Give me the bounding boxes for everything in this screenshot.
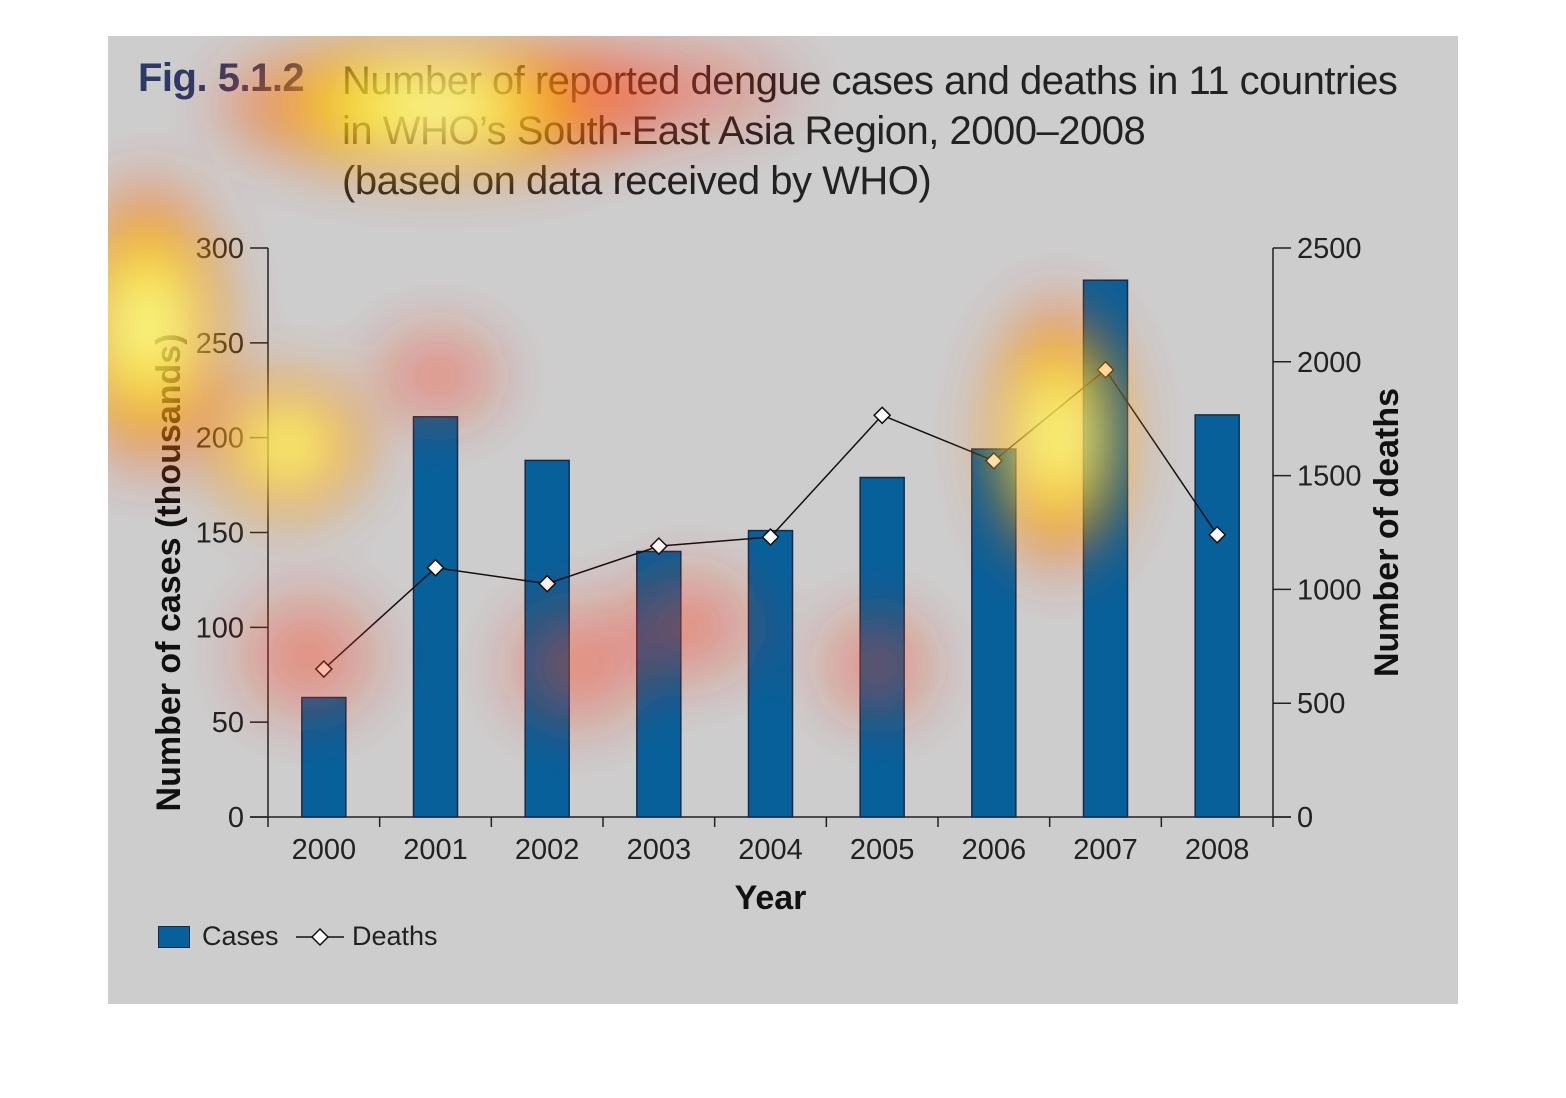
- x-tick-label: 2004: [738, 834, 803, 866]
- y-tick-label-left: 150: [196, 518, 244, 550]
- x-tick-label: 2006: [962, 834, 1027, 866]
- bar-cases: [301, 696, 347, 818]
- bar-cases: [1194, 414, 1240, 818]
- y-tick-label-right: 1000: [1297, 574, 1362, 606]
- x-tick-label: 2005: [850, 834, 915, 866]
- dengue-chart: 0 50 100 150 200 250 300 0 500 1000 1500 2000 2500 20…: [150, 233, 1406, 917]
- point-deaths: [761, 527, 780, 547]
- y-tick-label-right: 1500: [1297, 461, 1362, 493]
- legend-label-deaths: Deaths: [352, 921, 438, 951]
- y-tick-label-right: 0: [1297, 802, 1313, 834]
- point-deaths: [649, 537, 668, 556]
- x-tick-label: 2002: [515, 834, 580, 866]
- point-deaths: [1208, 525, 1227, 544]
- y-tick-label-left: 100: [196, 612, 244, 644]
- bar-cases: [636, 550, 682, 818]
- y-tick-label-right: 2000: [1297, 347, 1362, 379]
- y-tick-label-left: 50: [212, 707, 244, 739]
- x-tick-label: 2007: [1073, 834, 1138, 866]
- bar-cases: [859, 476, 905, 818]
- x-axis-title: Year: [735, 879, 807, 917]
- point-deaths: [426, 558, 445, 577]
- legend-swatch-cases: [158, 925, 190, 948]
- y-tick-label-right: 500: [1297, 688, 1345, 720]
- bar-cases: [524, 459, 570, 818]
- y-tick-label-left: 300: [196, 233, 244, 265]
- legend-label-cases: Cases: [202, 921, 279, 951]
- legend-item-cases: Cases: [158, 921, 279, 952]
- y-axis-title-left: Number of cases (thousands): [150, 334, 188, 812]
- y-tick-label-left: 0: [228, 802, 244, 834]
- legend-item-deaths: Deaths: [296, 921, 438, 952]
- x-tick-label: 2001: [403, 834, 468, 866]
- y-axis-title-right: Number of deaths: [1368, 388, 1406, 677]
- point-deaths: [873, 406, 892, 425]
- bar-cases: [971, 448, 1017, 818]
- x-tick-label: 2008: [1185, 834, 1250, 866]
- y-tick-label-right: 2500: [1297, 233, 1362, 265]
- figure-panel: Fig. 5.1.2 Number of reported dengue cas…: [108, 36, 1458, 1004]
- y-tick-label-left: 200: [196, 423, 244, 455]
- y-tick-label-left: 250: [196, 328, 244, 360]
- legend-marker-deaths: [296, 927, 344, 946]
- bar-cases: [747, 529, 794, 818]
- x-tick-label: 2000: [292, 834, 357, 866]
- bar-cases: [412, 416, 459, 818]
- x-tick-label: 2003: [627, 834, 692, 866]
